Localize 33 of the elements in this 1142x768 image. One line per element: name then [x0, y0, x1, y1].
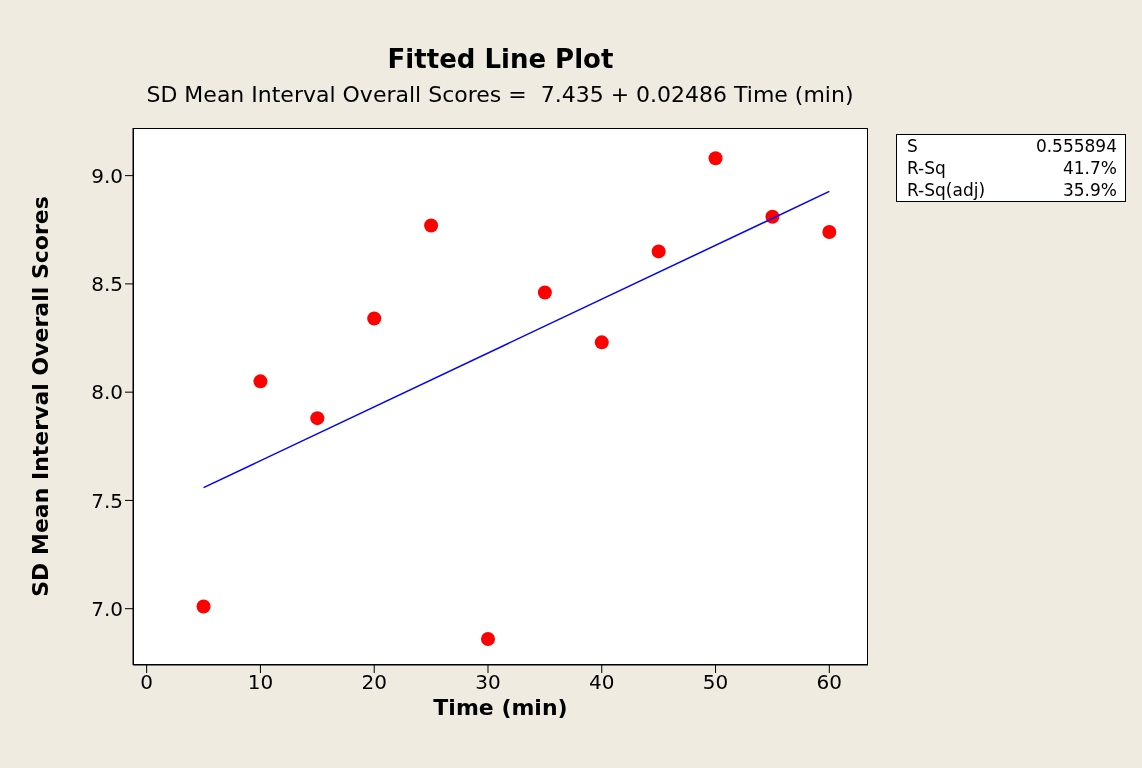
x-tick-label: 60 [816, 670, 843, 695]
chart-subtitle: SD Mean Interval Overall Scores = 7.435 + 0.02486 Time (min) [145, 82, 855, 107]
point [253, 374, 268, 389]
text: R-Sq(adj) [906, 179, 987, 202]
point [424, 218, 439, 233]
x-tick-label: 0 [140, 670, 154, 695]
point [537, 285, 552, 300]
y-tick-label: 8.5 [91, 272, 123, 296]
y-axis-title: SD Mean Interval Overall Scores [27, 196, 53, 597]
point [480, 632, 495, 647]
chart-title: Fitted Line Plot [386, 44, 615, 74]
point [367, 311, 382, 326]
x-tick-label: 30 [475, 670, 501, 695]
y-tick-label: 8.0 [91, 380, 123, 405]
x-axis-title: Time (min) [433, 695, 568, 720]
point [822, 224, 837, 239]
x-tick-label: 10 [247, 670, 274, 695]
y-tick-label: 9.0 [91, 163, 123, 188]
text: 41.7% [1062, 157, 1118, 179]
text: 0.555894 [1034, 135, 1118, 157]
x-tick-label: 50 [702, 670, 729, 695]
point [594, 335, 609, 350]
point [196, 599, 211, 614]
point [310, 411, 325, 426]
text: R-Sq [906, 157, 947, 179]
y-tick-label: 7.0 [91, 596, 123, 621]
y-tick-label: 7.5 [91, 488, 123, 513]
text: S [906, 135, 919, 157]
point [651, 244, 666, 259]
point [708, 151, 723, 166]
text: 35.9% [1062, 179, 1118, 202]
x-tick-label: 40 [589, 670, 615, 695]
x-tick-label: 20 [361, 670, 387, 695]
